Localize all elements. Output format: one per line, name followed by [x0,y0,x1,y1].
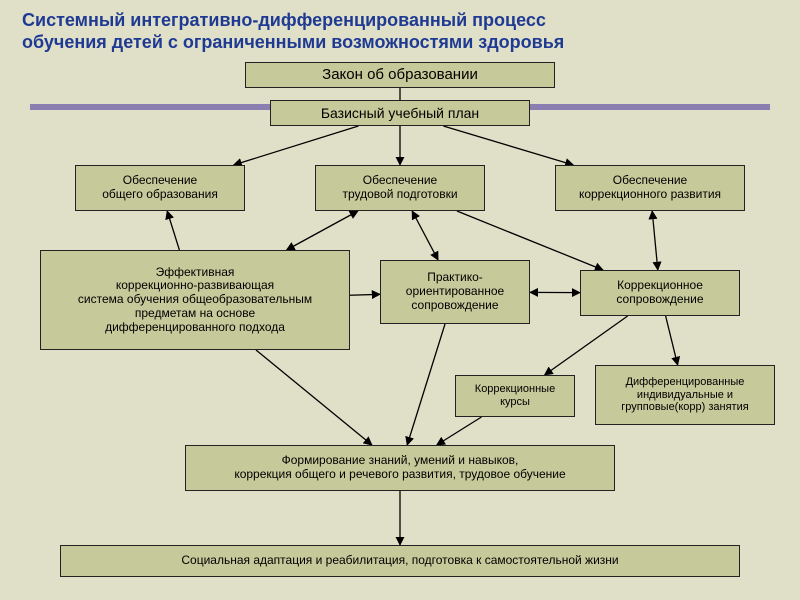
node-korkurs: Коррекционныекурсы [455,375,575,417]
page-title: Системный интегративно-дифференцированны… [22,10,564,53]
title-line-1: Системный интегративно-дифференцированны… [22,10,546,30]
edge-korkurs-form [437,417,482,445]
edge-plan-corrdev [443,126,573,165]
node-form: Формирование знаний, умений и навыков,ко… [185,445,615,491]
node-corrdev: Обеспечениекоррекционного развития [555,165,745,211]
edge-labor-prakt [412,211,438,260]
node-labor-label: Обеспечениетрудовой подготовки [320,174,480,202]
title-line-2: обучения детей с ограниченными возможнос… [22,32,564,52]
edge-labor-eff [287,211,358,250]
node-eff-label: Эффективнаякоррекционно-развивающаясисте… [45,266,345,335]
node-plan-label: Базисный учебный план [275,105,525,121]
node-diff-label: Дифференцированныеиндивидуальные игруппо… [600,376,770,414]
node-labor: Обеспечениетрудовой подготовки [315,165,485,211]
node-gen: Обеспечениеобщего образования [75,165,245,211]
node-korkurs-label: Коррекционныекурсы [460,383,570,408]
node-corrdev-label: Обеспечениекоррекционного развития [560,174,740,202]
node-prakt-label: Практико-ориентированноесопровождение [385,271,525,312]
node-eff: Эффективнаякоррекционно-развивающаясисте… [40,250,350,350]
edge-eff-form [256,350,372,445]
edge-prakt-form [407,324,445,445]
node-diff: Дифференцированныеиндивидуальные игруппо… [595,365,775,425]
node-prakt: Практико-ориентированноесопровождение [380,260,530,324]
node-korsop: Коррекционноесопровождение [580,270,740,316]
node-gen-label: Обеспечениеобщего образования [80,174,240,202]
node-soc: Социальная адаптация и реабилитация, под… [60,545,740,577]
edge-gen-eff [167,211,179,250]
node-law-label: Закон об образовании [250,66,550,83]
edge-eff-prakt [350,294,380,295]
node-law: Закон об образовании [245,62,555,88]
node-form-label: Формирование знаний, умений и навыков,ко… [190,454,610,482]
node-soc-label: Социальная адаптация и реабилитация, под… [65,554,735,568]
edge-korsop-diff [666,316,678,365]
node-plan: Базисный учебный план [270,100,530,126]
edge-corrdev-korsop [652,211,658,270]
edge-plan-gen [234,126,359,165]
diagram-root: { "title": { "line1": "Системный интегра… [0,0,800,600]
node-korsop-label: Коррекционноесопровождение [585,279,735,307]
